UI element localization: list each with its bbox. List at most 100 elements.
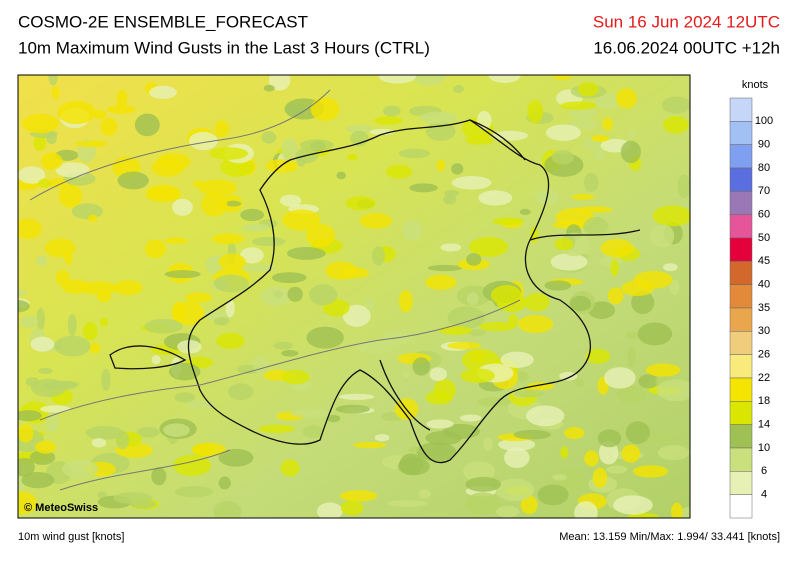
wind-patch [33,135,47,151]
wind-patch [520,495,538,515]
colorbar-box [729,331,753,355]
wind-patch [583,217,609,236]
colorbar-box [729,424,753,449]
wind-patch [466,253,482,266]
wind-patch [513,390,545,398]
wind-patch [515,371,530,383]
wind-patch [91,438,107,448]
wind-patch [174,392,196,403]
wind-patch [443,194,457,205]
wind-patch [616,88,638,109]
wind-patch [225,299,235,318]
wind-patch [225,200,242,207]
wind-patch [551,75,573,80]
colorbar-label: 90 [758,139,770,151]
wind-patch [483,437,493,451]
valid-time: Sun 16 Jun 2024 12UTC [593,12,780,31]
wind-patch [574,379,585,388]
wind-patch [42,380,78,391]
wind-patch [530,226,539,243]
wind-patch [279,194,302,207]
wind-patch [602,117,613,131]
wind-patch [492,130,528,141]
wind-patch [637,322,673,346]
wind-patch [409,183,438,193]
wind-patch [429,367,447,381]
wind-patch [555,208,595,227]
wind-patch [18,166,46,184]
wind-patch [271,272,307,284]
wind-patch [62,459,99,479]
wind-patch [19,315,39,329]
wind-patch [436,159,446,172]
wind-patch [116,89,128,108]
wind-patch [447,341,482,350]
wind-patch [606,465,628,474]
wind-patch [71,203,103,220]
wind-patch [99,317,109,327]
wind-patch [282,209,321,231]
wind-patch [584,450,599,467]
wind-patch [134,113,160,137]
wind-patch [201,192,228,217]
wind-patch [662,263,678,272]
wind-patch [575,206,613,213]
wind-patch [460,368,495,384]
wind-patch [495,505,520,518]
wind-patch [192,442,227,457]
wind-patch [240,208,265,222]
wind-patch [465,135,494,145]
wind-patch [550,253,588,271]
wind-patch [113,492,153,505]
wind-patch [21,113,59,134]
wind-patch [560,101,597,110]
wind-patch [51,85,60,100]
wind-patch [85,426,124,440]
wind-patch [345,196,376,211]
wind-patch [18,410,42,422]
wind-patch [213,274,249,293]
wind-patch [451,175,492,190]
wind-patch [145,187,182,203]
wind-patch [594,93,621,109]
wind-patch [488,75,521,83]
wind-patch [227,383,254,400]
wind-patch [621,444,641,463]
wind-patch [287,286,303,302]
wind-patch [309,284,338,306]
wind-patch [67,313,77,337]
wind-patch [447,306,485,329]
wind-patch [627,346,636,369]
colorbar-label: 22 [758,372,770,384]
colorbar: 100 90 80 70 60 50 45 40 35 30 26 22 18 14 10 6 4 [729,97,773,519]
wind-patch [588,301,616,319]
wind-patch [419,111,458,125]
wind-patch [21,471,55,489]
wind-patch [45,238,76,258]
wind-patch [339,490,378,502]
wind-patch [621,280,654,296]
colorbar-box [729,307,753,332]
wind-patch [82,321,98,341]
wind-patch [382,105,401,117]
colorbar-box [729,377,753,402]
wind-patch [620,140,641,164]
wind-patch [468,329,486,336]
wind-patch [500,351,534,368]
wind-patch [492,217,524,225]
wind-patch [537,484,569,506]
wind-patch [604,367,636,389]
colorbar-label: 70 [758,185,770,197]
wind-patch [335,404,370,414]
wind-patch [281,350,299,357]
wind-patch [286,247,326,260]
wind-patch [647,435,684,443]
wind-patch [444,189,460,197]
wind-patch [574,501,598,518]
wind-patch [326,414,341,423]
colorbar-box [729,494,753,519]
wind-patch [517,315,554,334]
wind-patch [35,440,56,454]
wind-patch [172,198,193,216]
